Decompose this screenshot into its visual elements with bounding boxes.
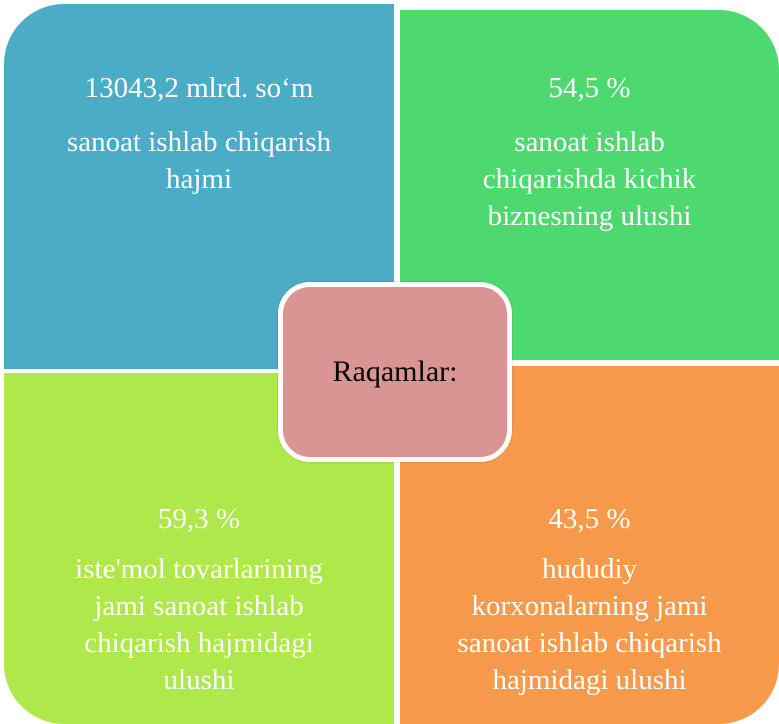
quadrant-value: 54,5 %	[548, 72, 631, 104]
quadrant-text: biznesning ulushi	[487, 200, 692, 232]
quadrant-text: chiqarishda kichik	[482, 163, 697, 195]
quadrant-text: sanoat ishlab	[514, 126, 665, 158]
quadrant-text: sanoat ishlab chiqarish	[457, 627, 722, 659]
quadrant-text: ulushi	[163, 664, 235, 696]
quadrant-text: hududiy	[541, 553, 638, 585]
quadrant-text: jami sanoat ishlab	[94, 590, 304, 622]
quadrant: 13043,2 mlrd. so‘m sanoat ishlab chiqaris…	[4, 4, 394, 369]
quadrant-text: chiqarish hajmidagi	[84, 627, 314, 659]
quadrant-text: iste'mol tovarlarining	[75, 553, 323, 585]
quadrant-text: hajmidagi ulushi	[492, 664, 687, 696]
quadrant-text: sanoat ishlab chiqarish	[66, 126, 332, 158]
quadrant-value: 13043,2 mlrd. so‘m	[84, 72, 314, 104]
quadrant-text: korxonalarning jami	[471, 590, 708, 622]
quadrant-value: 59,3 %	[157, 503, 241, 535]
center-box: Raqamlar:	[278, 282, 512, 462]
quadrant-value: 43,5 %	[548, 503, 631, 535]
quadrant-text: hajmi	[165, 163, 233, 195]
